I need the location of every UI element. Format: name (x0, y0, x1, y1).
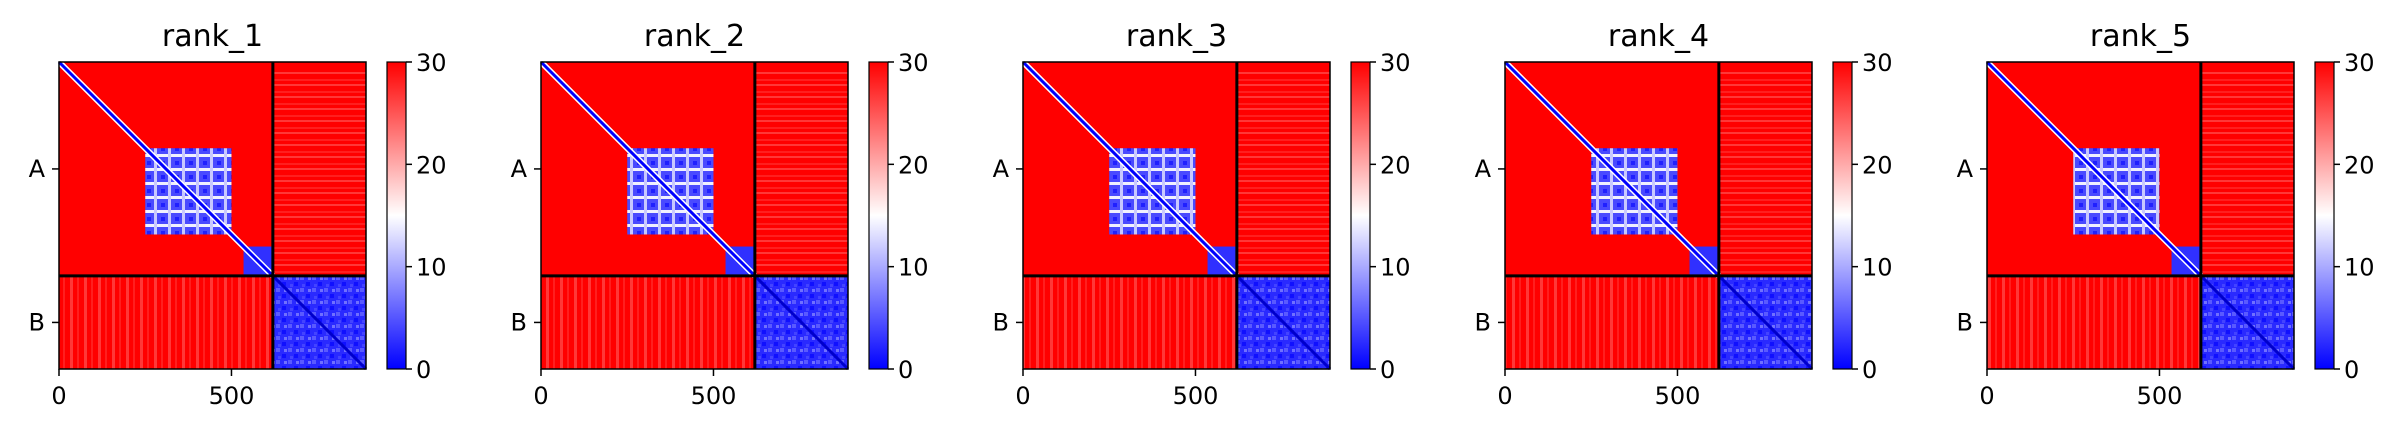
pae-panel: rank_2 0 500 A B 0 10 20 30 (511, 19, 929, 410)
colorbar-tick-label: 10 (1380, 254, 1411, 282)
pae-panel: rank_5 0 500 A B 0 10 20 30 (1957, 19, 2375, 410)
colorbar-tick-label: 20 (1862, 151, 1893, 179)
colorbar-tick-label: 20 (898, 151, 929, 179)
colorbar-tick-label: 10 (1862, 254, 1893, 282)
colorbar-tick-label: 30 (1380, 49, 1411, 77)
panel-title: rank_5 (2090, 19, 2191, 54)
interchain-block-ab (754, 72, 848, 276)
colorbar (868, 61, 889, 370)
colorbar-tick-label: 20 (2344, 151, 2375, 179)
heatmap-frame (1022, 61, 1331, 370)
colorbar (2314, 61, 2335, 370)
y-tick-label: B (511, 308, 527, 336)
pae-panel: rank_1 0 500 A B 0 10 20 30 (29, 19, 447, 410)
colorbar-tick-label: 30 (416, 49, 447, 77)
y-tick-label: A (511, 155, 528, 183)
y-tick-label: B (29, 308, 45, 336)
y-tick-label: B (1475, 308, 1491, 336)
y-tick-label: A (29, 155, 46, 183)
colorbar-tick-label: 0 (2344, 356, 2359, 384)
colorbar-tick-label: 10 (416, 254, 447, 282)
panel-title: rank_3 (1126, 19, 1227, 54)
y-tick-label: B (993, 308, 1009, 336)
pae-panel: rank_3 0 500 A B 0 10 20 30 (993, 19, 1411, 410)
colorbar-tick-label: 30 (898, 49, 929, 77)
chain-a-diagonal (57, 60, 274, 277)
chain-b-diagonal (753, 274, 850, 371)
colorbar-tick-label: 30 (1862, 49, 1893, 77)
colorbar-tick-label: 0 (1862, 356, 1877, 384)
panel-title: rank_2 (644, 19, 745, 54)
colorbar-tick-label: 20 (1380, 151, 1411, 179)
heatmap-frame (540, 61, 849, 370)
chain-a-diagonal (539, 60, 756, 277)
colorbar-tick-label: 30 (2344, 49, 2375, 77)
x-tick-label: 500 (209, 382, 255, 410)
y-tick-label: A (1475, 155, 1492, 183)
y-tick-label: A (1957, 155, 1974, 183)
interchain-block-ab (2200, 72, 2294, 276)
heatmap-frame (1504, 61, 1813, 370)
colorbar-tick-label: 20 (416, 151, 447, 179)
chain-a-diagonal (1985, 60, 2202, 277)
colorbar (1350, 61, 1371, 370)
colorbar-tick-label: 0 (898, 356, 913, 384)
interchain-block-ba (1023, 275, 1237, 369)
colorbar-tick-label: 0 (416, 356, 431, 384)
colorbar (1832, 61, 1853, 370)
chain-a-diagonal (1503, 60, 1720, 277)
x-tick-label: 0 (51, 382, 66, 410)
colorbar-tick-label: 10 (898, 254, 929, 282)
interchain-block-ab (272, 72, 366, 276)
x-tick-label: 500 (2137, 382, 2183, 410)
chain-b-diagonal (271, 274, 368, 371)
panel-title: rank_4 (1608, 19, 1709, 54)
interchain-block-ba (541, 275, 755, 369)
colorbar-tick-label: 0 (1380, 356, 1395, 384)
x-tick-label: 500 (1655, 382, 1701, 410)
chain-b-diagonal (1235, 274, 1332, 371)
x-tick-label: 0 (1979, 382, 1994, 410)
colorbar (386, 61, 407, 370)
chain-b-diagonal (1717, 274, 1814, 371)
y-tick-label: A (993, 155, 1010, 183)
colorbar-tick-label: 10 (2344, 254, 2375, 282)
chain-a-diagonal (1021, 60, 1238, 277)
y-tick-label: B (1957, 308, 1973, 336)
interchain-block-ba (59, 275, 273, 369)
interchain-block-ba (1987, 275, 2201, 369)
x-tick-label: 500 (1173, 382, 1219, 410)
x-tick-label: 500 (691, 382, 737, 410)
interchain-block-ba (1505, 275, 1719, 369)
heatmap-frame (58, 61, 367, 370)
x-tick-label: 0 (1497, 382, 1512, 410)
x-tick-label: 0 (1015, 382, 1030, 410)
heatmap-frame (1986, 61, 2295, 370)
x-tick-label: 0 (533, 382, 548, 410)
pae-panel: rank_4 0 500 A B 0 10 20 30 (1475, 19, 1893, 410)
interchain-block-ab (1236, 72, 1330, 276)
chain-b-diagonal (2199, 274, 2296, 371)
interchain-block-ab (1718, 72, 1812, 276)
panel-title: rank_1 (162, 19, 263, 54)
